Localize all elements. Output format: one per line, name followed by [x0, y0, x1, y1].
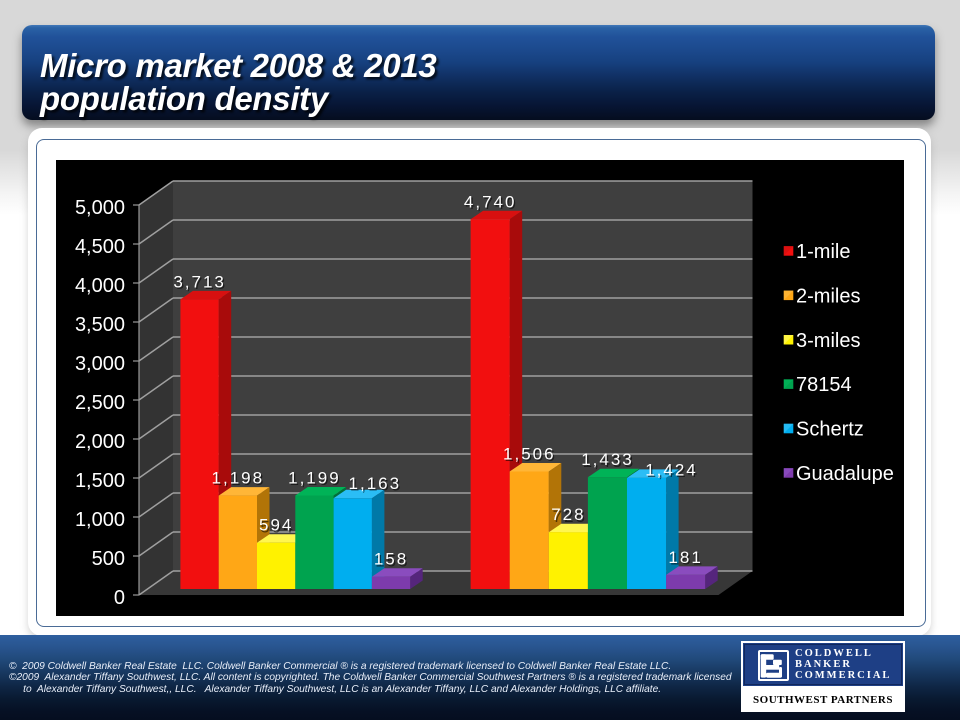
svg-text:78154: 78154 — [796, 374, 852, 396]
svg-text:2,500: 2,500 — [75, 392, 125, 414]
svg-text:4,000: 4,000 — [75, 275, 125, 297]
svg-text:3,713: 3,713 — [175, 274, 228, 293]
svg-text:Schertz: Schertz — [797, 420, 865, 442]
svg-text:0: 0 — [115, 589, 126, 611]
svg-text:1-mile: 1-mile — [797, 243, 851, 265]
svg-text:1-mile: 1-mile — [796, 241, 850, 263]
svg-text:2-miles: 2-miles — [797, 287, 861, 309]
svg-text:3,500: 3,500 — [76, 316, 126, 338]
svg-text:78154: 78154 — [797, 376, 853, 398]
svg-text:2-miles: 2-miles — [796, 285, 860, 307]
svg-text:181: 181 — [668, 548, 702, 567]
svg-text:Guadalupe: Guadalupe — [796, 463, 894, 485]
svg-text:1,163: 1,163 — [350, 475, 403, 494]
svg-text:4,740: 4,740 — [464, 192, 517, 211]
svg-text:4,740: 4,740 — [465, 194, 518, 213]
svg-text:1,199: 1,199 — [290, 470, 343, 489]
svg-text:594: 594 — [259, 516, 293, 535]
svg-text:1,433: 1,433 — [583, 452, 636, 471]
svg-text:500: 500 — [92, 548, 125, 570]
svg-text:3,000: 3,000 — [76, 355, 126, 377]
svg-text:5,000: 5,000 — [76, 199, 126, 221]
svg-text:728: 728 — [553, 507, 587, 526]
svg-text:1,163: 1,163 — [349, 474, 402, 493]
svg-text:3-miles: 3-miles — [797, 331, 861, 353]
svg-text:0: 0 — [114, 587, 125, 609]
svg-text:1,424: 1,424 — [645, 460, 698, 479]
svg-text:5,000: 5,000 — [75, 197, 125, 219]
svg-text:3-miles: 3-miles — [796, 330, 860, 352]
svg-text:1,199: 1,199 — [288, 469, 341, 488]
svg-text:Schertz: Schertz — [796, 419, 864, 441]
svg-text:1,000: 1,000 — [76, 511, 126, 533]
svg-text:3,000: 3,000 — [75, 353, 125, 375]
svg-text:158: 158 — [374, 550, 408, 569]
svg-text:1,506: 1,506 — [504, 446, 557, 465]
svg-text:Guadalupe: Guadalupe — [797, 465, 895, 487]
svg-text:728: 728 — [551, 505, 585, 524]
svg-text:1,500: 1,500 — [76, 472, 126, 494]
svg-text:4,500: 4,500 — [76, 238, 126, 260]
svg-text:2,000: 2,000 — [75, 431, 125, 453]
svg-text:2,000: 2,000 — [76, 433, 126, 455]
svg-text:158: 158 — [375, 551, 409, 570]
svg-text:1,506: 1,506 — [503, 445, 556, 464]
svg-text:4,000: 4,000 — [76, 277, 126, 299]
svg-text:1,198: 1,198 — [213, 470, 266, 489]
svg-text:500: 500 — [93, 550, 126, 572]
svg-text:1,433: 1,433 — [581, 450, 634, 469]
svg-text:4,500: 4,500 — [75, 236, 125, 258]
svg-text:1,424: 1,424 — [647, 462, 700, 481]
svg-text:2,500: 2,500 — [76, 394, 126, 416]
svg-text:594: 594 — [260, 517, 294, 536]
svg-text:181: 181 — [670, 550, 704, 569]
svg-text:1,500: 1,500 — [75, 470, 125, 492]
svg-text:3,500: 3,500 — [75, 314, 125, 336]
svg-text:1,000: 1,000 — [75, 509, 125, 531]
svg-text:3,713: 3,713 — [173, 272, 226, 291]
svg-text:1,198: 1,198 — [212, 469, 265, 488]
